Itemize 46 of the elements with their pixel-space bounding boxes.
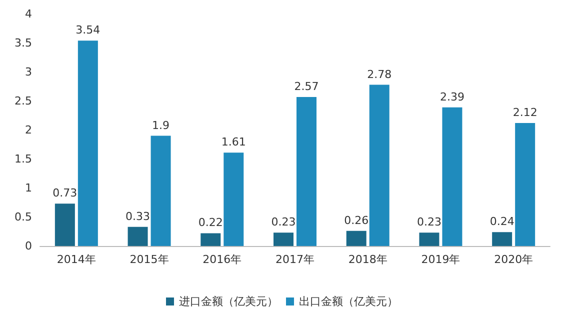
data-label: 3.54 (76, 24, 100, 37)
data-label: 0.33 (126, 210, 150, 223)
data-label: 0.24 (490, 215, 514, 228)
x-tick-label: 2019年 (421, 253, 460, 266)
bar (224, 152, 244, 246)
x-tick-label: 2015年 (130, 253, 169, 266)
y-tick-label: 0 (25, 240, 32, 252)
bar (274, 232, 294, 246)
bar (442, 107, 462, 246)
y-tick-label: 4 (25, 8, 32, 20)
x-tick-label: 2016年 (202, 253, 242, 266)
bar (54, 204, 75, 246)
y-tick-label: 3.5 (14, 36, 32, 50)
bar (515, 123, 536, 246)
y-tick-label: 2 (25, 124, 32, 136)
data-label: 2.78 (367, 68, 392, 81)
y-tick-label: 1.5 (14, 152, 32, 166)
data-label: 0.22 (198, 216, 223, 230)
bar (296, 96, 316, 246)
x-tick-label: 2018年 (348, 253, 388, 266)
bar (419, 232, 440, 246)
data-label: 1.61 (221, 136, 246, 149)
x-tick-label: 2014年 (56, 253, 96, 266)
bar (369, 84, 390, 246)
y-tick-label: 1 (25, 182, 32, 194)
data-label: 0.23 (271, 216, 296, 229)
data-label: 2.39 (440, 90, 464, 104)
bar (492, 232, 512, 246)
legend-label: 出口金额（亿美元） (299, 295, 398, 308)
legend-label: 进口金额（亿美元） (179, 295, 278, 308)
data-label: 0.26 (344, 214, 369, 227)
data-label: 0.73 (52, 186, 78, 200)
data-label: 2.57 (294, 80, 319, 93)
bar (150, 136, 171, 246)
bar (128, 226, 148, 246)
data-label: 2.12 (512, 106, 538, 120)
x-tick-label: 2020年 (494, 253, 534, 266)
data-label: 1.9 (152, 118, 170, 132)
bar (200, 233, 221, 246)
y-tick-label: 0.5 (14, 210, 32, 224)
bar (346, 230, 366, 246)
x-tick-label: 2017年 (276, 253, 314, 266)
data-label: 0.23 (416, 216, 442, 229)
y-tick-label: 2.5 (14, 94, 32, 108)
y-tick-label: 3 (25, 66, 32, 78)
bar (78, 40, 98, 246)
